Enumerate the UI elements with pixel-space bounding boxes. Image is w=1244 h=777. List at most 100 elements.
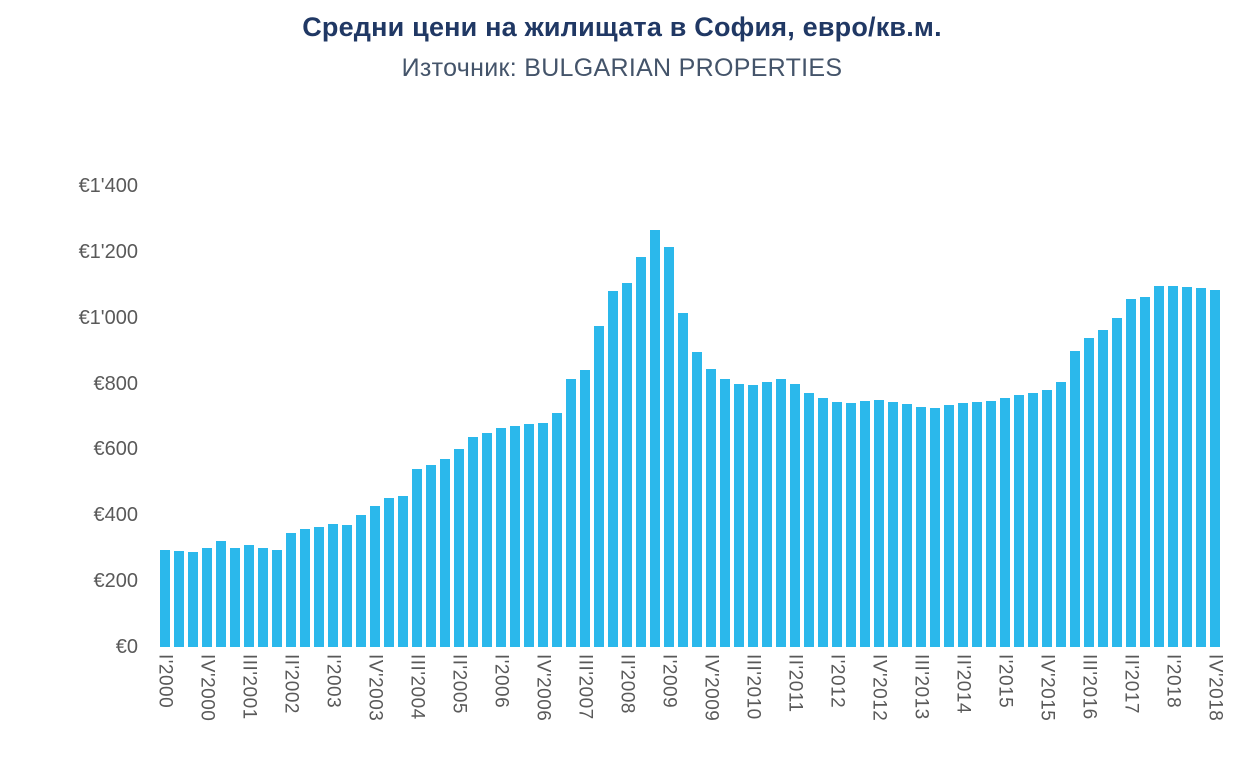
x-axis-label: IV'2015: [1036, 654, 1058, 722]
bar: [524, 424, 534, 647]
x-axis-label: I'2015: [994, 654, 1016, 709]
bar: [510, 426, 520, 647]
bar-slot: [970, 186, 984, 647]
y-axis-label: €600: [93, 438, 139, 461]
bar: [216, 540, 226, 647]
bar: [412, 469, 422, 647]
bar: [328, 523, 338, 647]
x-axis-label: III'2010: [742, 654, 764, 720]
bar: [538, 423, 548, 647]
x-axis-label: II'2005: [448, 654, 470, 714]
bar: [244, 544, 254, 647]
bar: [272, 549, 282, 647]
bar-slot: [1110, 186, 1124, 647]
bar: [1210, 289, 1220, 647]
x-axis-label: I'2018: [1162, 654, 1184, 709]
bar: [804, 393, 814, 647]
x-axis-label: III'2001: [238, 654, 260, 720]
x-axis-label: IV'2000: [196, 654, 218, 722]
bar: [930, 407, 940, 647]
bar: [986, 400, 996, 647]
y-axis-label: €800: [93, 372, 139, 395]
x-axis-label: II'2017: [1120, 654, 1142, 714]
bar-slot: [256, 186, 270, 647]
bar: [1196, 288, 1206, 647]
bar-slot: [956, 186, 970, 647]
bar-slot: [1040, 186, 1054, 647]
bar: [860, 401, 870, 647]
bar: [566, 378, 576, 647]
x-axis-label: III'2016: [1078, 654, 1100, 720]
bar: [1014, 395, 1024, 647]
bar: [636, 256, 646, 647]
plot-area: €0 €200 €400 €600 €800 €1'000 €1'200 €1'400 I'2…: [79, 176, 1226, 721]
bar-slot: [452, 186, 466, 647]
bar-slot: [942, 186, 956, 647]
x-axis: I'2000 IV'2000 III'2001 II'2002 I'2003 IV'200…: [154, 647, 1226, 762]
bar: [188, 551, 198, 647]
bar: [720, 378, 730, 647]
bar-slot: [984, 186, 998, 647]
y-axis-label: €1'400: [78, 175, 138, 197]
bar-slot: [774, 186, 788, 647]
x-axis-label: IV'2009: [700, 654, 722, 722]
bar-slot: [550, 186, 564, 647]
x-axis-label: I'2012: [826, 654, 848, 709]
bar: [398, 496, 408, 647]
bar-slot: [368, 186, 382, 647]
bar-slot: [732, 186, 746, 647]
bar: [664, 246, 674, 647]
bar-slot: [186, 186, 200, 647]
x-axis-label: I'2006: [490, 654, 512, 709]
bar-slot: [1208, 186, 1222, 647]
bar-slot: [704, 186, 718, 647]
bar: [286, 533, 296, 647]
bar-slot: [886, 186, 900, 647]
x-axis-label: I'2009: [658, 654, 680, 709]
bar-slot: [522, 186, 536, 647]
bar-slot: [578, 186, 592, 647]
bar: [678, 312, 688, 647]
x-axis-label: III'2013: [910, 654, 932, 720]
x-axis-label: IV'2003: [364, 654, 386, 722]
bar-slot: [620, 186, 634, 647]
bar: [762, 381, 772, 647]
bar: [342, 525, 352, 647]
bar-slot: [718, 186, 732, 647]
x-axis-label: IV'2018: [1204, 654, 1226, 722]
bar-slot: [228, 186, 242, 647]
bar: [202, 548, 212, 647]
bar: [1042, 390, 1052, 647]
bar-slot: [1194, 186, 1208, 647]
bar: [1028, 392, 1038, 647]
bar: [552, 413, 562, 647]
bar-slot: [494, 186, 508, 647]
bar: [496, 428, 506, 647]
bar: [972, 401, 982, 647]
bar-slot: [1180, 186, 1194, 647]
y-axis-label: €0: [115, 636, 138, 658]
bar-slot: [424, 186, 438, 647]
bar: [258, 548, 268, 647]
y-axis-label: €1'000: [78, 306, 138, 329]
x-axis-label: II'2011: [784, 654, 806, 713]
bar: [580, 370, 590, 647]
bar: [230, 547, 240, 647]
bar-slot: [858, 186, 872, 647]
bar-slot: [326, 186, 340, 647]
bars-container: [158, 186, 1222, 647]
bar: [1098, 330, 1108, 647]
x-axis-label: I'2003: [322, 654, 344, 709]
bar-slot: [606, 186, 620, 647]
y-axis-label: €400: [93, 504, 139, 527]
bar-slot: [760, 186, 774, 647]
bar: [776, 379, 786, 647]
bar: [1056, 381, 1066, 647]
bar-slot: [634, 186, 648, 647]
bar-slot: [158, 186, 172, 647]
bar: [692, 352, 702, 647]
bar-slot: [480, 186, 494, 647]
bar: [1140, 296, 1150, 647]
bar-slot: [466, 186, 480, 647]
bar: [608, 291, 618, 647]
